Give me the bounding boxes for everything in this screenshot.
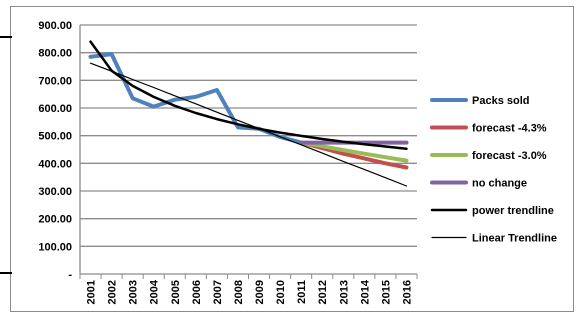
series-line-linear-trendline: [89, 62, 408, 187]
axis-stub-bottom: [0, 272, 12, 274]
legend-label: no change: [472, 178, 527, 190]
y-tick-label: 600.00: [38, 103, 72, 115]
y-tick-label: -: [68, 269, 72, 281]
y-axis-ticks: 900.00 800.00 700.00 600.00 500.00 400.00 300.…: [38, 20, 72, 281]
series-line-forecast-3-0: [299, 140, 409, 163]
x-tick-label: 2009: [254, 280, 266, 304]
y-tick-label: 100.00: [38, 241, 72, 253]
x-tick-label: 2003: [128, 280, 140, 304]
legend-label: power trendline: [472, 205, 554, 217]
y-tick-label: 700.00: [38, 75, 72, 87]
x-axis-ticks: 2001 2002 2003 2004 2005 2006 2007 2008 2009 2010…: [79, 274, 418, 304]
series-line-packs-sold: [88, 52, 304, 145]
legend-label: Packs sold: [472, 95, 529, 107]
legend-label: forecast -4.3%: [472, 123, 547, 135]
x-tick-label: 2012: [317, 280, 329, 304]
x-tick-label: 2007: [212, 280, 224, 304]
axes: [79, 25, 417, 275]
y-tick-label: 400.00: [38, 158, 72, 170]
y-tick-label: 300.00: [38, 186, 72, 198]
x-tick-label: 2011: [296, 280, 308, 304]
series-lines: [88, 40, 409, 187]
x-tick-label: 2002: [107, 280, 119, 304]
x-tick-label: 2015: [380, 280, 392, 304]
series-line-power-trendline: [89, 40, 408, 150]
x-tick-label: 2014: [359, 279, 371, 304]
x-tick-label: 2001: [86, 280, 98, 304]
x-tick-label: 2005: [170, 280, 182, 304]
legend: Packs sold forecast -4.3% forecast -3.0% no…: [430, 95, 557, 245]
y-tick-label: 200.00: [38, 214, 72, 226]
x-tick-label: 2013: [338, 280, 350, 304]
x-tick-label: 2010: [275, 280, 287, 304]
y-tick-label: 900.00: [38, 20, 72, 32]
y-tick-label: 800.00: [38, 48, 72, 60]
y-tick-label: 500.00: [38, 131, 72, 143]
legend-label: Linear Trendline: [472, 233, 557, 245]
x-tick-label: 2006: [191, 280, 203, 304]
gridlines: [80, 24, 417, 247]
x-tick-label: 2016: [401, 280, 413, 304]
legend-label: forecast -3.0%: [472, 150, 547, 162]
x-tick-label: 2004: [149, 279, 161, 304]
x-tick-label: 2008: [233, 280, 245, 304]
axis-stub-top: [0, 36, 12, 38]
